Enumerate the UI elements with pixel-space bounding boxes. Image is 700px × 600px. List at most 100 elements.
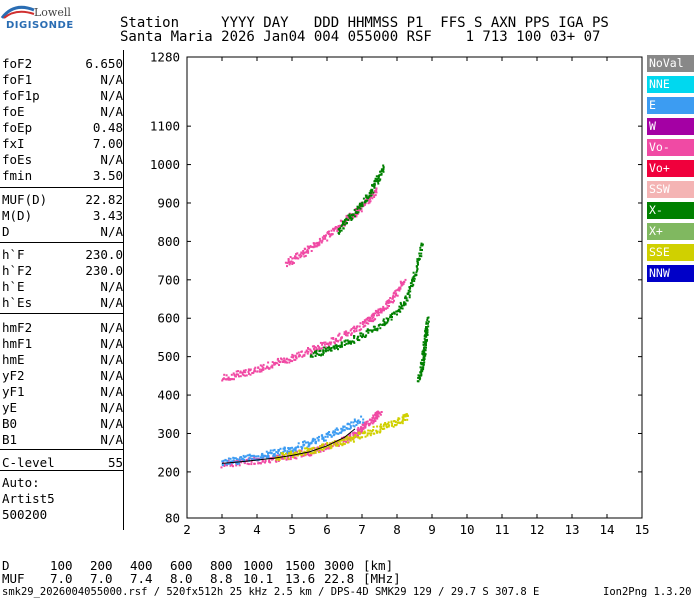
echo-point [238, 375, 240, 378]
echo-point [242, 454, 245, 457]
echo-point [272, 456, 275, 459]
echo-point [387, 425, 390, 428]
echo-point [399, 301, 402, 304]
echo-point [361, 203, 364, 206]
echo-point [393, 312, 396, 315]
echo-point [225, 374, 228, 377]
echo-point [371, 330, 374, 333]
echo-point [391, 313, 394, 315]
echo-point [230, 461, 233, 463]
autoscaling-line3: 500200 [2, 507, 48, 522]
echo-point [375, 175, 378, 178]
echo-point [309, 452, 312, 455]
echo-point [394, 290, 397, 293]
echo-point [309, 348, 312, 351]
echo-point [326, 435, 329, 438]
echo-point [420, 373, 423, 376]
echo-point [321, 239, 324, 242]
echo-point [350, 219, 353, 221]
echo-point [377, 415, 380, 418]
echo-point [324, 443, 327, 446]
echo-point [314, 245, 317, 248]
footer-muf-value: 7.4 [130, 571, 153, 586]
echo-point [297, 355, 300, 358]
echo-point [239, 456, 242, 459]
echo-point [403, 303, 405, 306]
param-value: 7.00 [92, 136, 123, 151]
echo-point [294, 456, 297, 459]
echo-point [419, 246, 422, 249]
echo-point [333, 440, 336, 443]
echo-point [307, 250, 310, 253]
echo-point [353, 418, 356, 421]
echo-point [307, 347, 309, 349]
echo-point [312, 439, 315, 442]
echo-point [388, 305, 390, 307]
echo-point [353, 327, 356, 330]
echo-point [370, 191, 373, 194]
echo-point [421, 362, 424, 365]
echo-point [351, 214, 353, 217]
echo-point [342, 222, 344, 225]
echo-point [303, 247, 306, 250]
echo-point [359, 207, 362, 210]
echo-point [401, 416, 404, 419]
echo-point [258, 368, 261, 371]
echo-point [406, 418, 409, 421]
echo-point [371, 419, 374, 422]
echo-point [382, 305, 385, 308]
param-value: 230.0 [85, 247, 123, 262]
legend-item-e: E [647, 97, 694, 114]
y-tick-label: 400 [157, 388, 180, 403]
echo-point [346, 427, 349, 430]
echo-point [264, 461, 266, 464]
echo-point [273, 363, 276, 366]
echo-trace-3 [221, 278, 407, 382]
echo-point [297, 442, 300, 445]
echo-point [253, 368, 256, 371]
echo-point [298, 449, 301, 452]
echo-point [297, 257, 300, 260]
echo-point [283, 454, 286, 456]
echo-point [425, 322, 428, 325]
echo-point [355, 330, 358, 332]
x-tick-label: 2 [183, 522, 191, 537]
echo-point [347, 438, 350, 441]
echo-point [349, 436, 352, 439]
echo-point [422, 353, 425, 356]
echo-point [244, 455, 247, 458]
echo-point [360, 332, 363, 335]
echo-point [232, 465, 234, 468]
param-row-6: foEs N/A [0, 152, 123, 168]
echo-point [249, 454, 252, 457]
echo-point [397, 418, 400, 421]
echo-point [384, 422, 387, 424]
echo-point [362, 418, 365, 421]
echo-point [420, 362, 423, 365]
echo-point [300, 350, 303, 353]
param-name: B0 [2, 416, 18, 431]
echo-point [278, 364, 280, 366]
echo-point [315, 447, 318, 450]
echo-point [318, 435, 320, 438]
echo-point [275, 451, 278, 453]
echo-point [378, 412, 381, 415]
echo-point [309, 354, 312, 357]
echo-point [259, 364, 262, 367]
echo-point [282, 457, 285, 460]
echo-point [375, 191, 378, 194]
echo-point [344, 218, 347, 221]
echo-point [239, 375, 242, 378]
echo-point [288, 450, 291, 453]
echo-point [404, 419, 407, 421]
echo-point [227, 457, 230, 460]
param-separator [0, 187, 123, 188]
echo-point [332, 227, 335, 230]
echo-point [386, 300, 389, 302]
echo-point [364, 335, 367, 338]
echo-point [306, 245, 309, 248]
echo-point [376, 327, 379, 330]
echo-point [423, 346, 426, 349]
echo-point [320, 354, 322, 357]
